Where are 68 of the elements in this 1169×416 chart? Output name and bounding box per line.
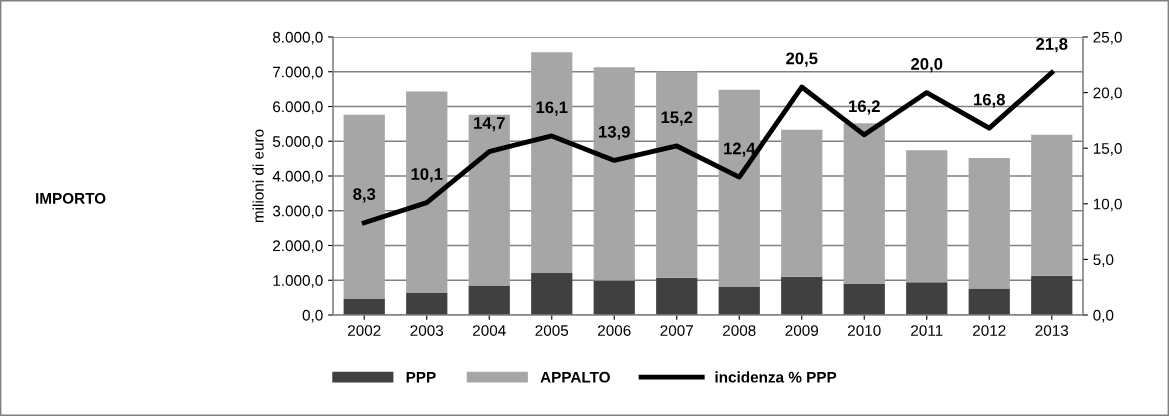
- bar: [343, 299, 385, 315]
- x-tick-label: 2011: [911, 325, 943, 336]
- bar: [593, 280, 635, 315]
- bar: [906, 282, 948, 315]
- bar: [656, 277, 698, 315]
- bar: [843, 284, 885, 315]
- x-tick-label: 2004: [473, 325, 506, 336]
- bar: [406, 293, 448, 315]
- bar: [718, 89, 760, 287]
- text: IMPORTO: [36, 192, 106, 204]
- y-tick-label: 3.000,0: [272, 205, 323, 219]
- y-axis-title: milioni di euro: [252, 129, 264, 223]
- x-tick-label: 2005: [535, 325, 569, 336]
- x-tick-label: 2007: [660, 325, 693, 336]
- bar: [781, 129, 823, 277]
- data-label: 20,0: [911, 58, 943, 73]
- y-tick-label: 6.000,0: [273, 101, 323, 114]
- x-tick-label: 2013: [1035, 325, 1069, 336]
- bar: [843, 123, 885, 285]
- data-label: 20,5: [786, 52, 818, 67]
- bar: [968, 288, 1010, 315]
- bar: [718, 286, 760, 315]
- x-tick-label: 2008: [723, 325, 756, 336]
- data-label: 10,1: [411, 168, 443, 183]
- legend-label: incidenza % PPP: [715, 371, 837, 383]
- x-tick-label: 2012: [973, 325, 1006, 336]
- data-label: 14,7: [474, 117, 505, 132]
- y-tick-label: 0,0: [302, 309, 323, 323]
- y-tick-label: 7.000,0: [273, 66, 323, 80]
- x-tick-label: 2006: [598, 325, 631, 336]
- data-label: 16,2: [849, 100, 880, 115]
- x-tick-label: 2003: [410, 325, 444, 336]
- y-tick-label: 2.000,0: [273, 240, 323, 253]
- bar: [1031, 275, 1073, 315]
- bar: [656, 71, 698, 278]
- bar: [531, 272, 573, 315]
- legend-label: APPALTO: [540, 371, 610, 383]
- bar: [781, 276, 823, 315]
- bar: [906, 150, 948, 283]
- y2-tick-label: 15,0: [1093, 143, 1122, 156]
- bar: [406, 91, 448, 294]
- y2-tick-label: 10,0: [1093, 198, 1122, 212]
- y2-tick-label: 0,0: [1093, 309, 1114, 323]
- bar: [593, 67, 635, 281]
- data-label: 15,2: [661, 111, 693, 126]
- data-label: 13,9: [599, 125, 630, 141]
- y2-tick-label: 20,0: [1093, 87, 1122, 101]
- y2-tick-label: 5,0: [1093, 254, 1114, 267]
- data-label: 16,8: [974, 93, 1005, 108]
- bar: [468, 114, 510, 286]
- y2-tick-label: 25,0: [1093, 31, 1122, 45]
- y-tick-label: 1.000,0: [273, 275, 323, 288]
- x-tick-label: 2009: [785, 325, 819, 336]
- y-tick-label: 5.000,0: [272, 136, 323, 149]
- data-label: 8,3: [353, 188, 376, 203]
- data-label: 21,8: [1036, 38, 1068, 53]
- x-tick-label: 2002: [348, 325, 381, 336]
- bar: [343, 114, 385, 300]
- x-tick-label: 2010: [848, 325, 881, 336]
- y-tick-label: 8.000,0: [272, 31, 323, 45]
- y-tick-label: 4.000,0: [272, 170, 323, 184]
- legend-label: PPP: [406, 371, 436, 383]
- data-label: 16,1: [536, 101, 568, 116]
- bar: [968, 157, 1010, 289]
- bar: [1031, 134, 1073, 276]
- bar: [468, 285, 510, 315]
- bar: [531, 52, 573, 273]
- data-label: 12,4: [724, 142, 756, 157]
